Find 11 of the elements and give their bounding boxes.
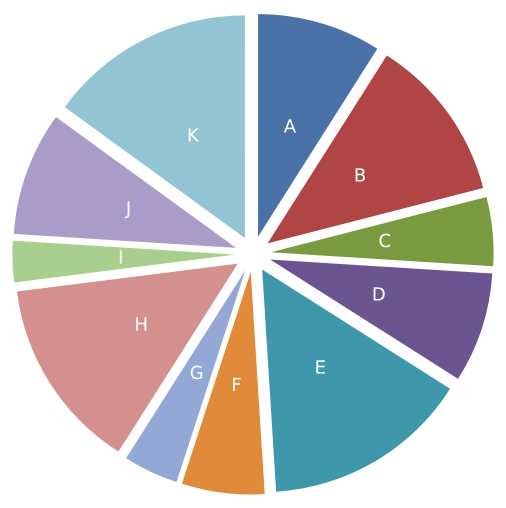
slice-label: E (314, 357, 326, 378)
slice-label: A (284, 116, 297, 138)
slice-label: K (187, 126, 200, 147)
slice-label: J (124, 198, 132, 220)
slice-label: I (118, 248, 124, 269)
slice-label: C (378, 231, 392, 252)
slice-label: G (190, 363, 204, 384)
slice-label: F (231, 374, 242, 396)
slice-label: H (134, 314, 148, 336)
slice-label: D (372, 284, 386, 306)
slice-label: B (354, 166, 366, 187)
